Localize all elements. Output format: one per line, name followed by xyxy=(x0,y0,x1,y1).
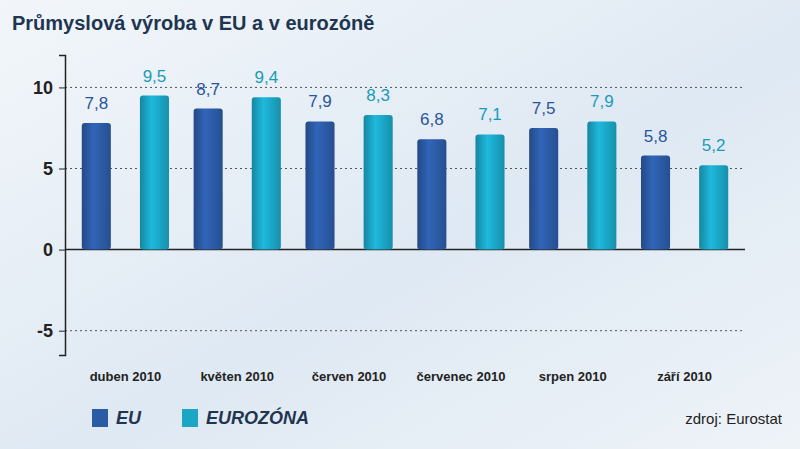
legend-label: EU xyxy=(116,408,142,428)
legend: EU EUROZÓNA xyxy=(92,407,309,428)
y-tick-mark xyxy=(59,250,65,251)
y-tick-mark xyxy=(59,331,65,332)
legend-swatch xyxy=(182,409,198,427)
title: Průmyslová výroba v EU a v eurozóně xyxy=(12,12,374,34)
y-tick-mark xyxy=(59,87,65,88)
data-label: 7,8 xyxy=(84,94,108,113)
data-label: 5,2 xyxy=(702,136,726,155)
x-tick-label: duben 2010 xyxy=(90,369,162,384)
data-label: 7,9 xyxy=(308,92,332,111)
legend-label: EUROZÓNA xyxy=(206,407,309,428)
grid-line xyxy=(65,330,745,331)
y-tick: 5 xyxy=(43,159,65,179)
data-label: 7,9 xyxy=(590,92,614,111)
y-tick-label: 10 xyxy=(33,78,53,98)
bars xyxy=(82,96,728,250)
data-label: 9,4 xyxy=(254,68,278,87)
data-label: 5,8 xyxy=(644,127,668,146)
bar xyxy=(305,121,334,249)
bar xyxy=(252,97,281,249)
data-label: 7,5 xyxy=(532,99,556,118)
y-tick: 10 xyxy=(33,78,65,98)
bar xyxy=(641,156,670,250)
x-tick: květen 2010 xyxy=(200,369,274,384)
x-axis-line xyxy=(66,369,746,370)
chart: Průmyslová výroba v EU a v eurozóně -5 0 5 1… xyxy=(0,0,800,449)
x-axis: duben 2010 květen 2010 červen 2010 červenec… xyxy=(66,369,746,384)
y-tick: 0 xyxy=(43,240,65,260)
data-label: 9,5 xyxy=(143,67,167,86)
bar xyxy=(82,123,111,249)
x-tick: červenec 2010 xyxy=(416,369,505,384)
y-axis: -5 0 5 10 xyxy=(33,56,66,356)
legend-swatch xyxy=(92,409,108,427)
grid xyxy=(65,87,745,330)
x-tick-label: červenec 2010 xyxy=(416,369,505,384)
data-label: 7,1 xyxy=(478,105,502,124)
x-tick: srpen 2010 xyxy=(539,369,607,384)
data-label: 8,3 xyxy=(366,86,390,105)
bar xyxy=(140,96,169,250)
x-tick: červen 2010 xyxy=(312,369,386,384)
x-tick-label: září 2010 xyxy=(657,369,712,384)
y-tick-label: 5 xyxy=(43,159,53,179)
x-tick-label: květen 2010 xyxy=(200,369,274,384)
data-label: 8,7 xyxy=(196,80,220,99)
y-tick-label: -5 xyxy=(37,321,53,341)
bar xyxy=(364,115,393,250)
bar xyxy=(194,109,223,250)
x-tick-label: srpen 2010 xyxy=(539,369,607,384)
x-tick: duben 2010 xyxy=(90,369,162,384)
data-label: 6,8 xyxy=(420,110,444,129)
grid-line xyxy=(65,87,745,88)
bar xyxy=(699,165,728,249)
y-axis-line xyxy=(59,56,66,356)
y-tick-label: 0 xyxy=(43,240,53,260)
bar xyxy=(529,128,558,250)
series-bars xyxy=(82,109,670,250)
series-bars xyxy=(140,96,728,250)
y-tick-mark xyxy=(59,169,65,170)
bar xyxy=(587,121,616,249)
x-tick: září 2010 xyxy=(657,369,712,384)
background xyxy=(0,0,800,449)
data-labels: 7,8 8,7 7,9 6,8 7,5 5,8 9,5 9,4 8,3 7,1 7,9 5,2 xyxy=(84,67,725,156)
y-tick: -5 xyxy=(37,321,65,341)
bar xyxy=(475,134,504,249)
source: zdroj: Eurostat xyxy=(685,410,783,427)
x-tick-label: červen 2010 xyxy=(312,369,386,384)
bar xyxy=(417,139,446,249)
